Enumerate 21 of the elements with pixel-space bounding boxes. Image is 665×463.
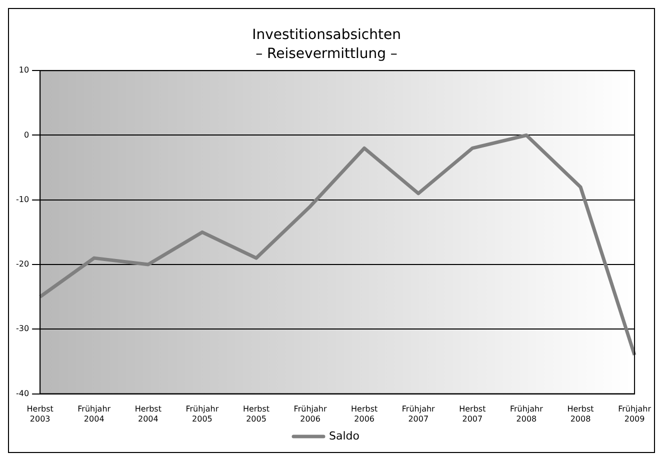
x-tick-label: Herbst 2006	[351, 404, 378, 424]
x-tick-label: Frühjahr 2007	[402, 404, 436, 424]
y-tick-label: -40	[16, 388, 30, 398]
x-tick-label: Herbst 2007	[459, 404, 486, 424]
y-tick-label: 0	[24, 130, 30, 140]
x-tick-label: Frühjahr 2006	[294, 404, 328, 424]
x-tick-label: Herbst 2005	[242, 404, 270, 424]
x-tick-label: Frühjahr 2008	[510, 404, 544, 424]
chart-title: Investitionsabsichten	[252, 27, 401, 44]
y-tick-label: -10	[16, 194, 30, 204]
x-tick-label: Frühjahr 2009	[618, 404, 652, 424]
y-tick-label: -20	[16, 260, 30, 269]
y-tick-label: 10	[18, 66, 30, 75]
x-tick-label: Frühjahr 2005	[186, 404, 220, 424]
legend-label: Saldo	[329, 429, 360, 442]
x-tick-label: Herbst 2008	[567, 404, 594, 424]
x-tick-label: Herbst 2004	[134, 404, 162, 424]
chart-subtitle: – Reisevermittlung –	[256, 46, 398, 62]
x-tick-label: Frühjahr 2004	[78, 404, 112, 424]
x-tick-label: Herbst 2003	[26, 404, 54, 424]
y-tick-label: -30	[16, 324, 30, 334]
